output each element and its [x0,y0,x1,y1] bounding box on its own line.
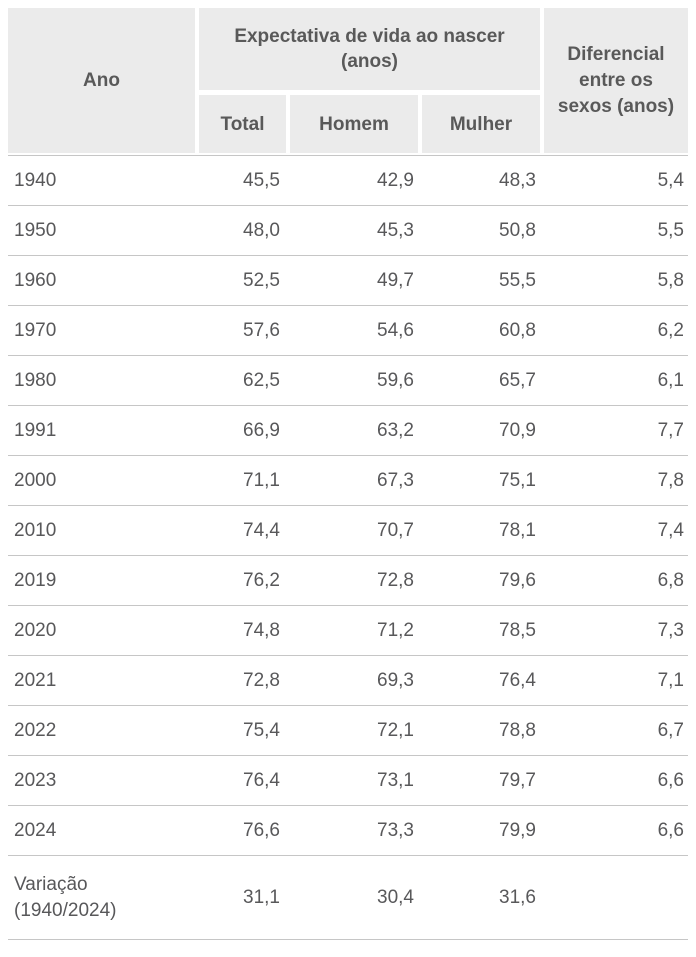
cell-homem: 73,3 [377,819,414,841]
cell-mulher: 50,8 [499,219,536,241]
table-row: 1970 57,6 54,6 60,8 6,2 [8,306,688,356]
cell-homem: 54,6 [377,319,414,341]
table-row: 2021 72,8 69,3 76,4 7,1 [8,656,688,706]
cell-total: 31,1 [243,886,280,908]
cell-homem: 59,6 [377,369,414,391]
cell-homem: 72,8 [377,569,414,591]
cell-total: 45,5 [243,169,280,191]
cell-diferencial: 7,1 [657,669,684,691]
cell-total: 76,4 [243,769,280,791]
cell-total: 57,6 [243,319,280,341]
header-mulher: Mulher [422,95,540,153]
cell-mulher: 79,9 [499,819,536,841]
table-row: Variação (1940/2024) 31,1 30,4 31,6 [8,856,688,940]
cell-diferencial: 6,6 [657,769,684,791]
cell-ano: 1940 [14,169,57,191]
cell-total: 71,1 [243,469,280,491]
table-row: 1960 52,5 49,7 55,5 5,8 [8,256,688,306]
cell-diferencial: 7,8 [657,469,684,491]
cell-total: 52,5 [243,269,280,291]
cell-homem: 42,9 [377,169,414,191]
cell-diferencial: 7,3 [657,619,684,641]
table-row: 2010 74,4 70,7 78,1 7,4 [8,506,688,556]
cell-mulher: 79,6 [499,569,536,591]
cell-mulher: 70,9 [499,419,536,441]
cell-mulher: 60,8 [499,319,536,341]
cell-ano: 2024 [14,819,57,841]
cell-mulher: 78,8 [499,719,536,741]
cell-total: 72,8 [243,669,280,691]
cell-total: 76,6 [243,819,280,841]
table-row: 2019 76,2 72,8 79,6 6,8 [8,556,688,606]
cell-ano: 1980 [14,369,57,391]
cell-homem: 49,7 [377,269,414,291]
cell-mulher: 48,3 [499,169,536,191]
table-header: Ano Expectativa de vida ao nascer (anos)… [8,8,688,153]
cell-mulher: 65,7 [499,369,536,391]
cell-ano: 1950 [14,219,57,241]
cell-mulher: 76,4 [499,669,536,691]
table-row: 1940 45,5 42,9 48,3 5,4 [8,156,688,206]
table-row: 1991 66,9 63,2 70,9 7,7 [8,406,688,456]
cell-homem: 72,1 [377,719,414,741]
header-ano: Ano [8,8,195,153]
cell-diferencial: 7,7 [657,419,684,441]
cell-mulher: 31,6 [499,886,536,908]
cell-diferencial: 6,8 [657,569,684,591]
cell-homem: 45,3 [377,219,414,241]
cell-mulher: 78,5 [499,619,536,641]
cell-diferencial: 5,8 [657,269,684,291]
table-row: 2022 75,4 72,1 78,8 6,7 [8,706,688,756]
table-row: 1980 62,5 59,6 65,7 6,1 [8,356,688,406]
cell-total: 74,4 [243,519,280,541]
cell-ano: 2022 [14,719,57,741]
cell-mulher: 79,7 [499,769,536,791]
cell-mulher: 55,5 [499,269,536,291]
cell-diferencial: 6,2 [657,319,684,341]
header-total: Total [199,95,286,153]
table-row: 1950 48,0 45,3 50,8 5,5 [8,206,688,256]
table-row: 2020 74,8 71,2 78,5 7,3 [8,606,688,656]
cell-total: 66,9 [243,419,280,441]
header-diferencial: Diferencial entre os sexos (anos) [544,8,688,153]
cell-diferencial: 7,4 [657,519,684,541]
header-group-expectativa: Expectativa de vida ao nascer (anos) [199,8,540,90]
cell-ano: 2010 [14,519,57,541]
cell-homem: 63,2 [377,419,414,441]
cell-total: 76,2 [243,569,280,591]
cell-ano: 2019 [14,569,57,591]
cell-mulher: 78,1 [499,519,536,541]
table-body: 1940 45,5 42,9 48,3 5,4 1950 48,0 45,3 5… [8,155,688,940]
cell-diferencial: 6,7 [657,719,684,741]
cell-ano: 2023 [14,769,57,791]
cell-ano: Variação (1940/2024) [14,873,117,921]
cell-homem: 73,1 [377,769,414,791]
cell-ano: 2021 [14,669,57,691]
table-row: 2023 76,4 73,1 79,7 6,6 [8,756,688,806]
cell-total: 48,0 [243,219,280,241]
cell-mulher: 75,1 [499,469,536,491]
cell-homem: 71,2 [377,619,414,641]
cell-diferencial: 6,6 [657,819,684,841]
cell-diferencial: 5,4 [657,169,684,191]
cell-homem: 70,7 [377,519,414,541]
table-row: 2024 76,6 73,3 79,9 6,6 [8,806,688,856]
cell-homem: 69,3 [377,669,414,691]
cell-homem: 67,3 [377,469,414,491]
cell-ano: 2000 [14,469,57,491]
cell-homem: 30,4 [377,886,414,908]
cell-ano: 1960 [14,269,57,291]
cell-diferencial: 6,1 [657,369,684,391]
cell-ano: 1970 [14,319,57,341]
cell-total: 75,4 [243,719,280,741]
cell-diferencial: 5,5 [657,219,684,241]
cell-total: 74,8 [243,619,280,641]
cell-total: 62,5 [243,369,280,391]
header-homem: Homem [290,95,418,153]
cell-ano: 2020 [14,619,57,641]
table-row: 2000 71,1 67,3 75,1 7,8 [8,456,688,506]
cell-ano: 1991 [14,419,57,441]
